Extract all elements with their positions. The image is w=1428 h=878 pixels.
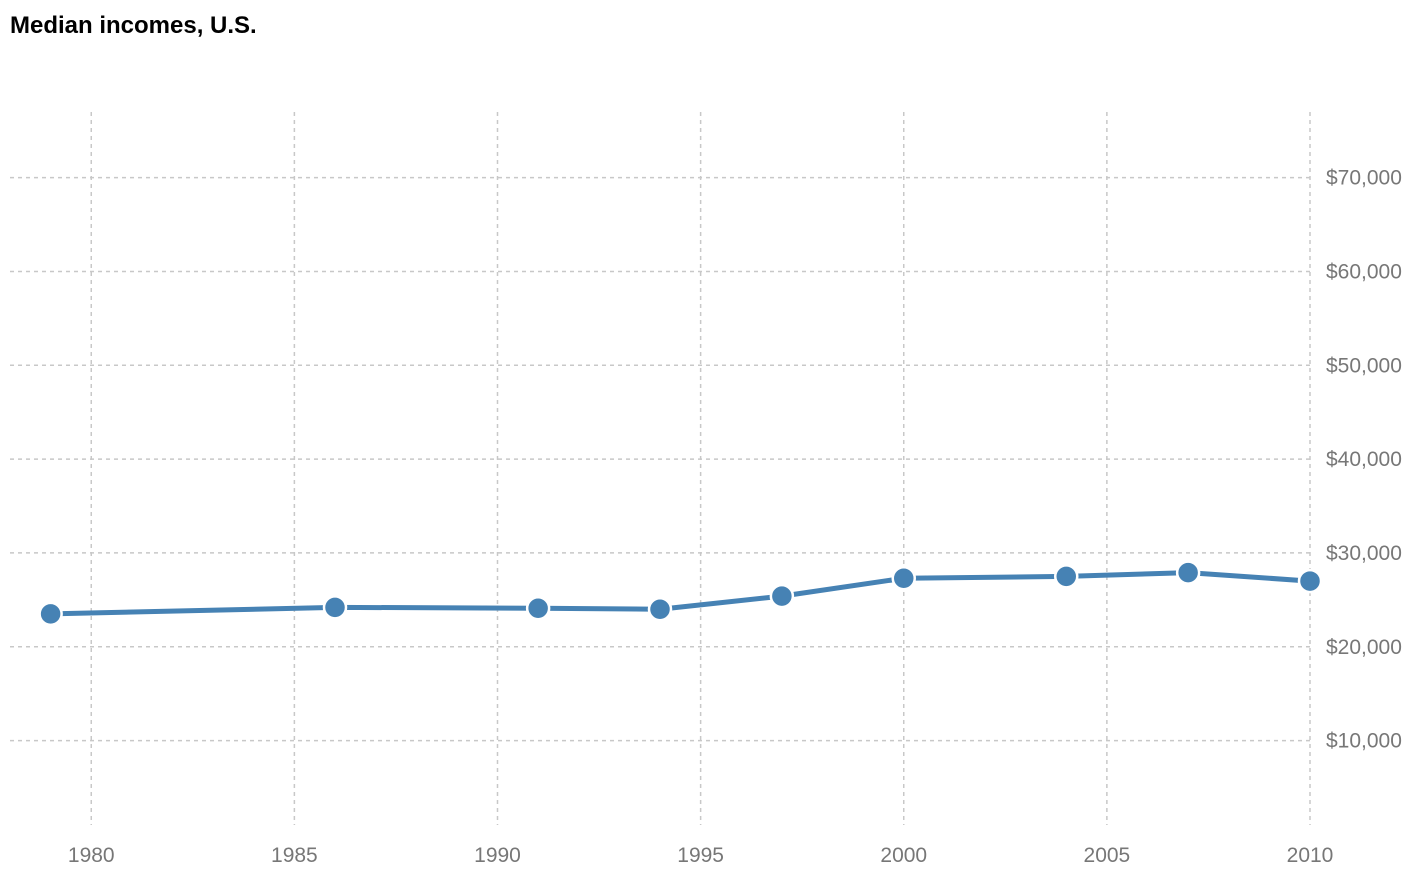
data-point (322, 595, 348, 620)
x-tick-label: 2005 (1084, 844, 1131, 867)
data-point (1054, 564, 1079, 589)
y-tick-label: $30,000 (1326, 542, 1402, 565)
x-tick-label: 2010 (1287, 844, 1334, 867)
x-axis-tick-labels: 1980 1985 1990 1995 2000 2005 2010 (68, 844, 1333, 867)
chart-title: Median incomes, U.S. (10, 12, 257, 39)
data-point (647, 596, 673, 622)
data-point (525, 596, 551, 621)
x-tick-label: 2000 (880, 844, 927, 867)
data-point (891, 566, 916, 591)
x-tick-label: 1990 (474, 844, 521, 867)
data-point (769, 583, 795, 609)
data-point (1297, 568, 1323, 594)
y-tick-label: $20,000 (1326, 636, 1402, 659)
x-tick-label: 1985 (271, 844, 318, 867)
horizontal-gridlines (10, 176, 1310, 742)
data-point (38, 601, 63, 627)
series-line (48, 570, 1313, 617)
y-tick-label: $40,000 (1326, 448, 1402, 471)
x-tick-label: 1995 (677, 844, 724, 867)
y-tick-label: $70,000 (1326, 167, 1402, 190)
x-tick-label: 1980 (68, 844, 115, 867)
y-tick-label: $50,000 (1326, 354, 1402, 377)
y-tick-label: $10,000 (1326, 730, 1402, 753)
data-point (1175, 560, 1201, 585)
y-tick-label: $60,000 (1326, 260, 1402, 283)
y-axis-tick-labels: $10,000 $20,000 $30,000 $40,000 $50,000 $60,0… (1326, 167, 1402, 753)
vertical-gridlines (90, 112, 1311, 825)
series-group (38, 560, 1323, 627)
